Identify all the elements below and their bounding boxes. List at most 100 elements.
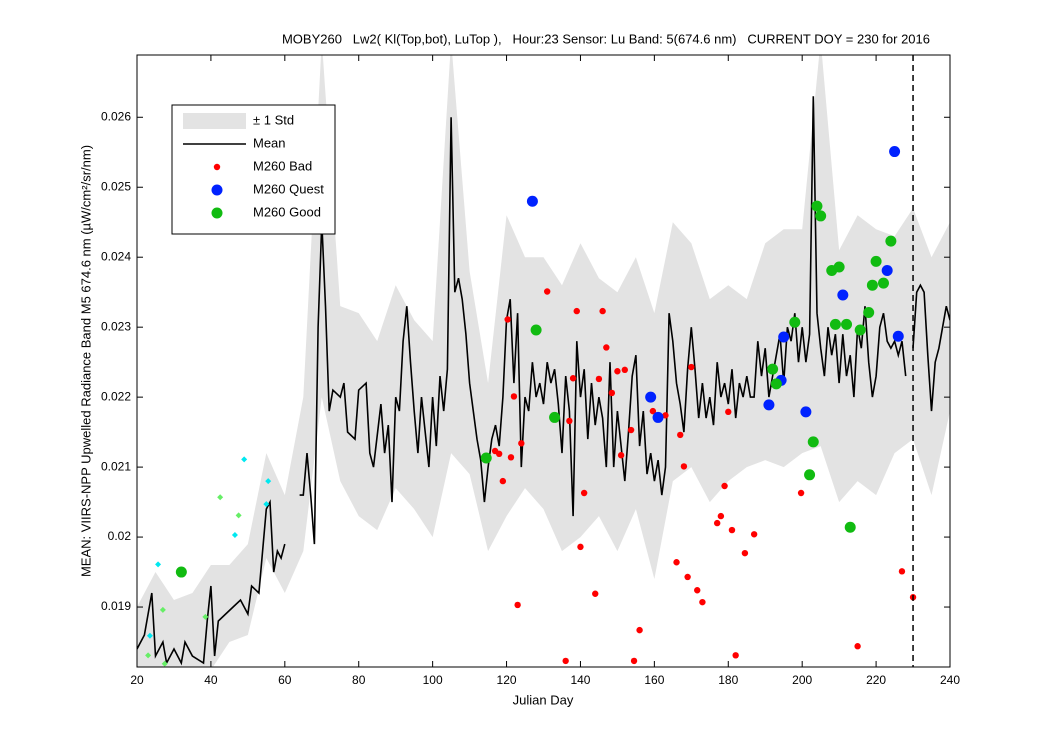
scatter-point xyxy=(854,324,866,336)
scatter-point xyxy=(518,440,525,447)
scatter-point xyxy=(614,368,621,375)
x-tick-label: 20 xyxy=(130,673,144,687)
x-tick-label: 40 xyxy=(204,673,218,687)
scatter-point xyxy=(617,452,625,459)
scatter-point xyxy=(833,261,845,273)
scatter-point xyxy=(728,526,736,534)
scatter-point xyxy=(514,601,521,609)
scatter-point xyxy=(677,431,684,439)
scatter-point xyxy=(595,375,603,383)
plot-area xyxy=(137,55,950,667)
scatter-point xyxy=(721,482,728,490)
scatter-point xyxy=(770,378,782,390)
scatter-point xyxy=(811,200,823,212)
scatter-point xyxy=(732,652,739,659)
scatter-point xyxy=(649,407,657,415)
scatter-point xyxy=(767,363,779,375)
scatter-point xyxy=(800,406,812,418)
scatter-point xyxy=(717,512,725,520)
y-tick-label: 0.021 xyxy=(101,459,131,473)
scatter-point xyxy=(684,573,691,581)
scatter-point xyxy=(599,307,606,315)
x-tick-label: 180 xyxy=(718,673,738,687)
scatter-point xyxy=(680,463,688,470)
diamond-point xyxy=(231,531,238,538)
diamond-point xyxy=(217,494,224,501)
diamond-point xyxy=(235,512,242,519)
legend-label: Mean xyxy=(253,135,286,150)
scatter-point xyxy=(763,399,775,411)
legend-swatch xyxy=(213,163,221,171)
x-tick-label: 60 xyxy=(278,673,292,687)
scatter-point xyxy=(549,411,561,423)
legend-swatch xyxy=(183,113,246,129)
scatter-point xyxy=(175,566,187,578)
diamond-point xyxy=(202,613,209,620)
scatter-point xyxy=(603,344,610,351)
scatter-point xyxy=(877,277,889,289)
scatter-point xyxy=(577,543,584,551)
diamond-point xyxy=(159,606,166,613)
scatter-point xyxy=(881,264,893,276)
scatter-point xyxy=(885,235,897,247)
scatter-point xyxy=(562,657,569,665)
scatter-point xyxy=(789,316,801,328)
y-tick-label: 0.02 xyxy=(108,529,132,543)
scatter-point xyxy=(504,316,511,323)
scatter-point xyxy=(892,330,904,342)
y-tick-label: 0.025 xyxy=(101,179,131,193)
scatter-point xyxy=(741,549,749,557)
scatter-point xyxy=(804,469,816,481)
scatter-point xyxy=(580,489,588,497)
legend-label: M260 Good xyxy=(253,204,321,219)
scatter-point xyxy=(725,408,732,416)
scatter-point xyxy=(797,489,805,497)
scatter-point xyxy=(815,210,827,222)
legend: ± 1 Std Mean M260 Bad M260 Quest M260 Good xyxy=(171,104,336,235)
legend-swatch xyxy=(211,207,223,219)
x-tick-label: 240 xyxy=(940,673,960,687)
x-axis-label: Julian Day xyxy=(513,692,574,707)
scatter-point xyxy=(713,519,721,527)
scatter-point xyxy=(480,452,492,464)
scatter-point xyxy=(866,279,878,291)
scatter-point xyxy=(608,389,616,397)
scatter-point xyxy=(889,146,901,158)
legend-label: M260 Bad xyxy=(253,158,312,173)
scatter-point xyxy=(510,393,518,400)
scatter-point xyxy=(636,626,643,634)
y-axis-label: MEAN: VIIRS-NPP Upwelled Radiance Band M… xyxy=(78,145,93,577)
y-tick-label: 0.022 xyxy=(101,389,131,403)
scatter-point xyxy=(530,324,542,336)
y-tick-label: 0.019 xyxy=(101,599,131,613)
scatter-point xyxy=(699,598,706,606)
scatter-point xyxy=(750,531,758,538)
std-band xyxy=(137,55,950,667)
diamond-point xyxy=(146,632,153,639)
axes: 20 40 60 80 100 120 140 160 180 200 220 240 0.019 0.0… xyxy=(101,54,960,687)
scatter-point xyxy=(863,306,875,318)
y-tick-label: 0.026 xyxy=(101,109,131,123)
scatter-point xyxy=(694,587,701,594)
chart-title: MOBY260 Lw2( Kl(Top,bot), LuTop ), Hour:… xyxy=(282,31,930,46)
legend-swatch xyxy=(211,184,223,196)
x-tick-label: 160 xyxy=(644,673,664,687)
x-tick-label: 200 xyxy=(792,673,812,687)
diamond-point xyxy=(145,652,152,659)
scatter-point xyxy=(870,255,882,267)
scatter-point xyxy=(627,426,635,434)
scatter-point xyxy=(526,195,538,207)
scatter-point xyxy=(662,412,669,419)
x-tick-label: 120 xyxy=(497,673,517,687)
scatter-point xyxy=(499,477,507,485)
legend-label: M260 Quest xyxy=(253,181,324,196)
diamond-point xyxy=(263,501,270,508)
scatter-point xyxy=(569,375,577,382)
scatter-point xyxy=(573,307,580,315)
axes-box xyxy=(136,54,951,668)
diamond-point xyxy=(161,660,168,667)
scatter-point xyxy=(507,454,515,461)
diamond-point xyxy=(155,561,162,568)
scatter-point xyxy=(495,450,503,458)
